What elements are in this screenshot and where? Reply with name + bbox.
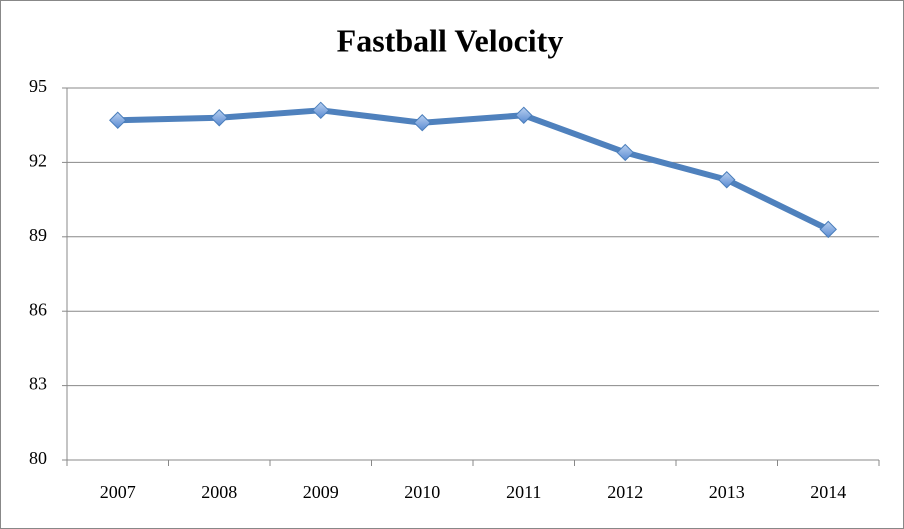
data-point xyxy=(718,171,736,189)
data-point xyxy=(413,114,431,132)
data-point xyxy=(312,101,330,120)
data-point xyxy=(210,109,228,127)
data-point xyxy=(515,106,533,124)
data-line xyxy=(117,107,830,233)
x-tick-label: 2007 xyxy=(100,482,136,502)
x-tick-label: 2012 xyxy=(607,482,643,502)
x-tick-label: 2011 xyxy=(506,482,541,502)
x-tick-label: 2008 xyxy=(201,482,237,502)
data-point xyxy=(819,220,837,239)
x-tick-label: 2010 xyxy=(404,482,440,502)
y-tick-label: 89 xyxy=(29,225,47,245)
x-tick-label: 2009 xyxy=(303,482,339,502)
chart-title: Fastball Velocity xyxy=(337,22,564,58)
y-tick-label: 92 xyxy=(29,151,47,171)
y-tick-label: 83 xyxy=(29,374,47,394)
y-tick-label: 86 xyxy=(29,299,47,319)
data-point xyxy=(109,111,127,129)
y-tick-label: 80 xyxy=(29,448,47,468)
x-tick-label: 2014 xyxy=(810,482,846,502)
data-point xyxy=(616,143,634,162)
y-tick-label: 95 xyxy=(29,76,47,96)
x-tick-label: 2013 xyxy=(709,482,745,502)
